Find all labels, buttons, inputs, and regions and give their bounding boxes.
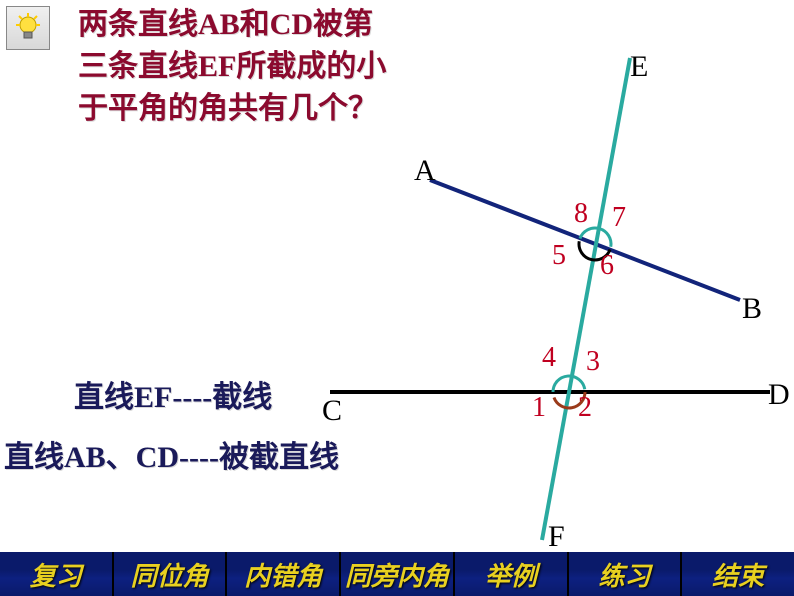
nav-button-练习[interactable]: 练习	[569, 552, 683, 596]
point-label-A: A	[414, 154, 436, 188]
angle-label-3: 3	[586, 346, 600, 378]
caption-abcd: 直线AB、CD----被截直线	[4, 432, 339, 476]
nav-bar: 复习同位角内错角同旁内角举例练习结束	[0, 552, 794, 596]
angle-label-5: 5	[552, 240, 566, 272]
point-label-F: F	[548, 520, 565, 554]
angle-label-7: 7	[612, 202, 626, 234]
angle-label-8: 8	[574, 198, 588, 230]
nav-button-内错角[interactable]: 内错角	[227, 552, 341, 596]
caption-ef: 直线EF----截线	[74, 372, 272, 416]
angle-label-2: 2	[578, 392, 592, 424]
angle-label-1: 1	[532, 392, 546, 424]
lightbulb-icon[interactable]	[6, 6, 50, 50]
point-label-E: E	[630, 50, 648, 84]
diagram-svg	[320, 40, 790, 552]
nav-button-同位角[interactable]: 同位角	[114, 552, 228, 596]
angle-label-4: 4	[542, 342, 556, 374]
nav-button-同旁内角[interactable]: 同旁内角	[341, 552, 455, 596]
point-label-B: B	[742, 292, 762, 326]
point-label-C: C	[322, 394, 342, 428]
nav-button-复习[interactable]: 复习	[0, 552, 114, 596]
geometry-diagram: A B C D E F 87 5 6 43 12	[320, 40, 790, 552]
angle-label-6: 6	[600, 250, 614, 282]
nav-button-结束[interactable]: 结束	[682, 552, 794, 596]
nav-button-举例[interactable]: 举例	[455, 552, 569, 596]
point-label-D: D	[768, 378, 790, 412]
